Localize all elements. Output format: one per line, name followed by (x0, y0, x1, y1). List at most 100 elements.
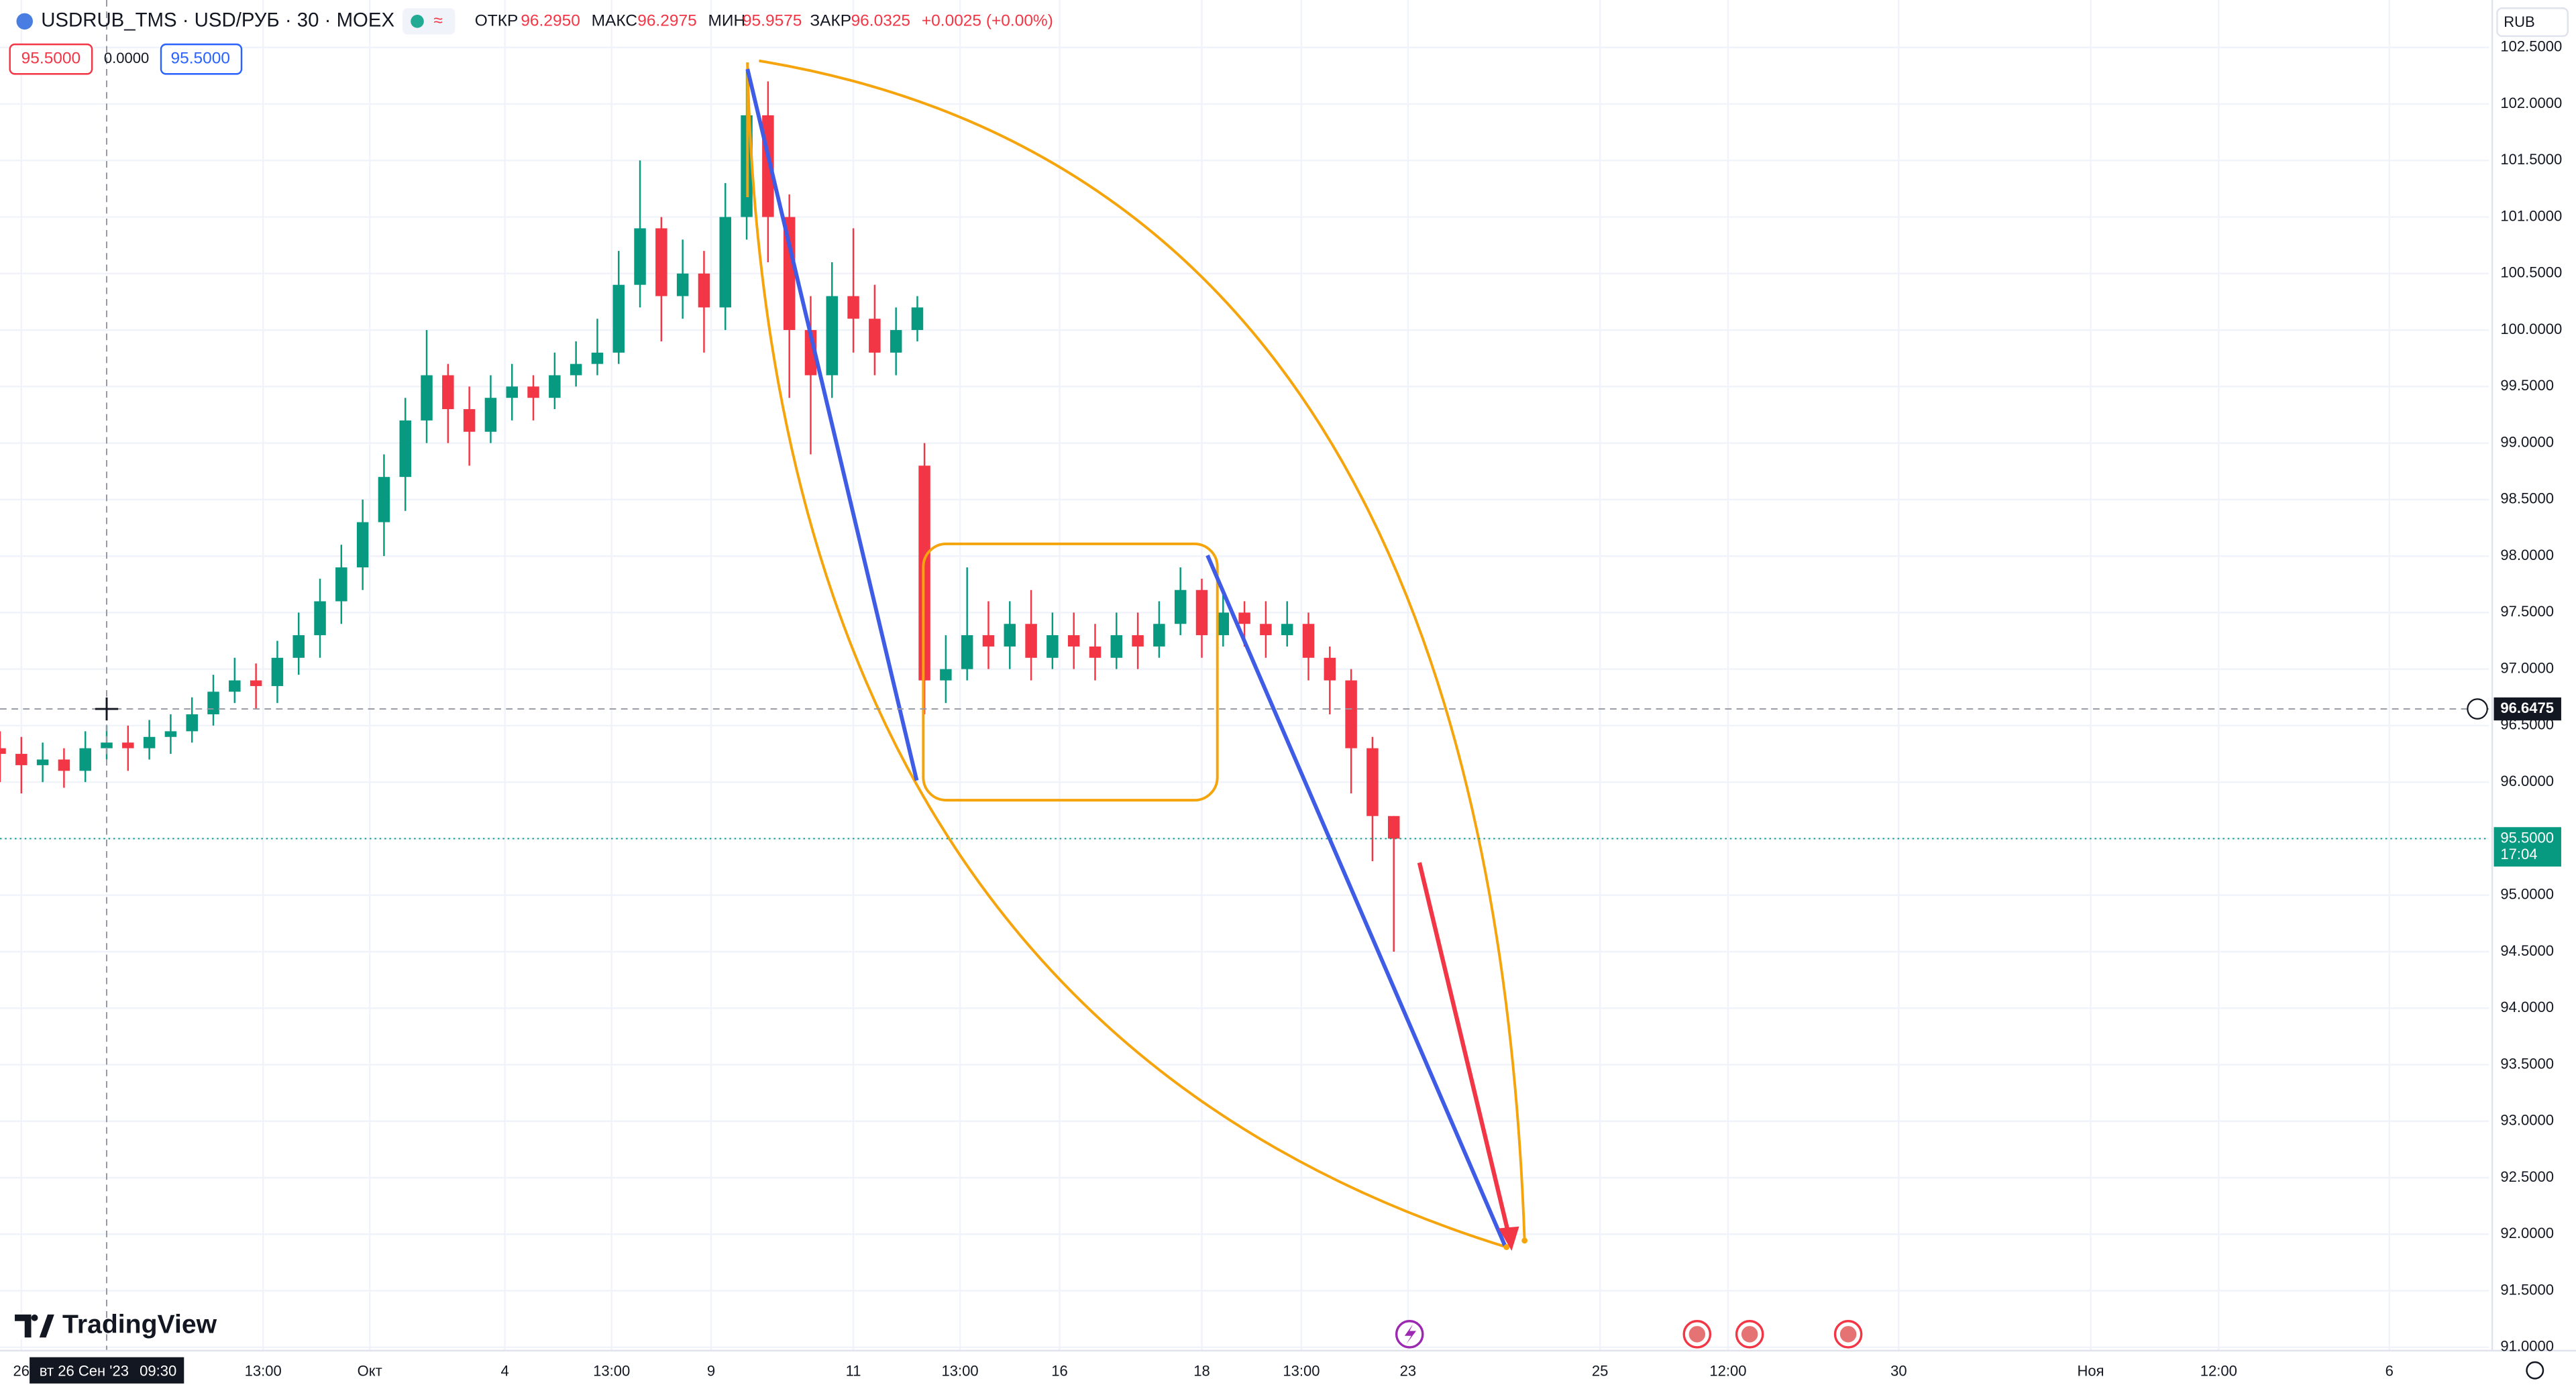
candle-body (612, 284, 625, 353)
y-tick-label: 96.0000 (2500, 773, 2554, 789)
candle-body (1345, 680, 1357, 748)
low-label: МИН (708, 11, 746, 30)
currency[interactable]: RUB (2504, 13, 2535, 30)
overlay (0, 0, 2489, 1351)
y-tick-label: 94.0000 (2500, 999, 2554, 1015)
y-tick-label: 100.5000 (2500, 264, 2562, 281)
y-tick-label: 101.5000 (2500, 151, 2562, 168)
candle-body (1046, 635, 1059, 658)
x-tick-label: 12:00 (1709, 1363, 1746, 1380)
last-price-badge (2493, 827, 2561, 867)
y-tick-label: 98.0000 (2500, 547, 2554, 563)
y-tick-label: 99.0000 (2500, 433, 2554, 450)
candle-body (292, 635, 305, 658)
candle-body (570, 364, 582, 376)
candle-body (869, 319, 881, 353)
settings-icon[interactable] (2526, 1361, 2544, 1380)
candle-body (719, 217, 732, 308)
plot (0, 70, 1400, 952)
candle-body (442, 375, 454, 410)
arrow-head (1498, 1226, 1519, 1251)
x-tick-label: 13:00 (1283, 1363, 1320, 1380)
buy-button[interactable] (160, 43, 243, 75)
candle-body (1174, 590, 1187, 624)
candle-body (143, 736, 156, 748)
sell-price[interactable]: 95.5000 (21, 50, 80, 68)
crosshair-time-label: 09:30 (140, 1363, 176, 1380)
candle-body (207, 691, 219, 715)
buy-price[interactable]: 95.5000 (171, 50, 230, 68)
candle-body (0, 748, 6, 755)
candle-body (101, 742, 113, 748)
candle-body (356, 522, 369, 567)
x-tick-label: 11 (846, 1363, 861, 1380)
y-tick-label: 92.5000 (2500, 1168, 2554, 1185)
x-tick-label: 23 (1400, 1363, 1417, 1380)
candle-body (1132, 635, 1144, 647)
candle-body (826, 296, 839, 376)
candle-body (655, 228, 667, 296)
candle-body (58, 759, 70, 771)
x-tick-label: 12:00 (2200, 1363, 2237, 1380)
logo-icon (15, 1314, 54, 1338)
candle-body (847, 296, 859, 319)
currency-button[interactable] (2496, 7, 2569, 38)
candle-body (1281, 624, 1293, 636)
candle-body (1153, 624, 1165, 647)
candle-body (1302, 624, 1315, 658)
candle-body (982, 635, 995, 647)
candle-body (911, 307, 924, 331)
crosshair-date-badge (30, 1357, 184, 1384)
candle-body (271, 657, 284, 686)
arc-left (746, 62, 1507, 1249)
y-tick-label: 95.0000 (2500, 886, 2554, 903)
y-tick-label: 97.0000 (2500, 659, 2554, 676)
candle-body (463, 409, 476, 432)
last-time-label: 17:04 (2500, 846, 2537, 862)
y-tick-label: 101.0000 (2500, 207, 2562, 224)
drawings (745, 59, 1528, 1251)
high-label: МАКС (592, 11, 637, 30)
x-tick-label: 4 (501, 1363, 509, 1380)
candle-body (15, 754, 28, 765)
crosshair-price-label: 96.6475 (2500, 700, 2554, 716)
candle-body (1238, 612, 1250, 624)
close-label: ЗАКР (810, 11, 851, 30)
handle (1521, 1237, 1528, 1244)
candle-body (36, 759, 49, 765)
y-tick-label: 91.0000 (2500, 1338, 2554, 1355)
candle-body (1217, 612, 1230, 636)
y-tick-label: 98.5000 (2500, 490, 2554, 507)
event-flags (1682, 1320, 1863, 1349)
toggle[interactable] (402, 8, 455, 35)
x-tick-label: Ноя (2078, 1363, 2104, 1380)
y-tick-label: 102.0000 (2500, 95, 2562, 111)
close-value: 96.0325 (851, 11, 910, 30)
add-alert-icon (2467, 698, 2488, 720)
candle-body (1089, 646, 1102, 658)
candle-body (399, 420, 411, 478)
handle (1503, 1244, 1510, 1250)
crosshair-price-badge (2493, 697, 2561, 721)
sell-button[interactable] (9, 43, 93, 75)
flag-icon (16, 13, 33, 30)
x-tick-label: 13:00 (245, 1363, 282, 1380)
open-label: ОТКР (475, 11, 519, 30)
symbol: USDRUB_TMS · USD/РУБ · 30 · MOEX (41, 9, 394, 32)
x-tick-label: 16 (1051, 1363, 1068, 1380)
x-tick-label: 25 (1592, 1363, 1609, 1380)
candle-body (1110, 635, 1123, 658)
x-tick-label: Окт (358, 1363, 382, 1380)
candle-body (335, 567, 347, 602)
x-tick-label: 6 (2385, 1363, 2394, 1380)
candle-body (1387, 816, 1400, 839)
candle-body (506, 386, 518, 398)
crosshair-cursor (95, 697, 119, 721)
candle-body (1260, 624, 1272, 636)
candle-body (890, 330, 902, 353)
y-tick-label: 93.5000 (2500, 1055, 2554, 1072)
brand: TradingView (62, 1310, 217, 1339)
low-value: 95.9575 (743, 11, 802, 30)
